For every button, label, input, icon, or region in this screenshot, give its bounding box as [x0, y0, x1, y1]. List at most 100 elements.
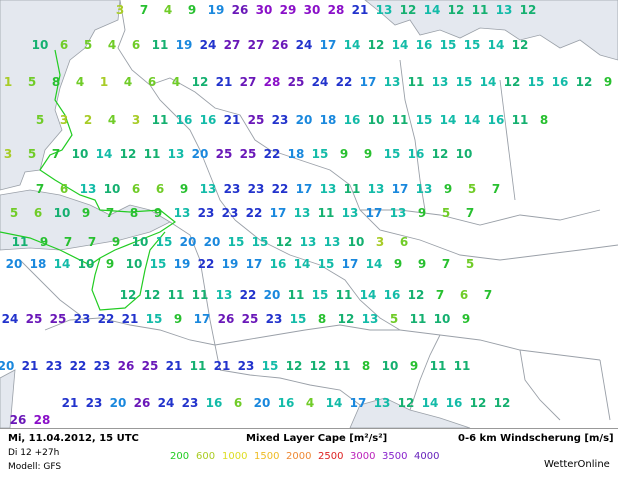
cape-200-contour [39, 49, 177, 311]
shear-value: 27 [240, 75, 257, 89]
shear-value: 3 [60, 113, 68, 127]
shear-value: 13 [390, 206, 407, 220]
shear-value: 16 [200, 113, 217, 127]
shear-value: 15 [150, 257, 167, 271]
shear-value: 9 [340, 147, 348, 161]
shear-value: 23 [222, 206, 239, 220]
shear-value: 14 [480, 75, 497, 89]
shear-value: 13 [342, 206, 359, 220]
shear-value: 6 [234, 396, 242, 410]
shear-value: 13 [432, 75, 449, 89]
shear-value: 3 [116, 3, 124, 17]
shear-value: 4 [108, 113, 116, 127]
north-sea [0, 0, 121, 191]
shear-value: 25 [142, 359, 159, 373]
legend-item-2500: 2500 [318, 451, 344, 462]
shear-value: 7 [492, 182, 500, 196]
shear-value: 11 [152, 38, 169, 52]
shear-value: 3 [4, 147, 12, 161]
shear-value: 14 [440, 113, 457, 127]
shear-value: 21 [214, 359, 231, 373]
shear-value: 14 [488, 38, 505, 52]
legend-item-600: 600 [196, 451, 216, 462]
shear-value: 7 [484, 288, 492, 302]
shear-value: 12 [398, 396, 415, 410]
shear-value: 12 [144, 288, 161, 302]
shear-value: 13 [216, 288, 233, 302]
shear-value: 16 [384, 288, 401, 302]
shear-value: 16 [408, 147, 425, 161]
cape-200-contour-west [0, 231, 101, 266]
shear-value: 10 [54, 206, 71, 220]
shear-value: 12 [276, 235, 293, 249]
shear-value: 12 [120, 147, 137, 161]
shear-value: 14 [422, 396, 439, 410]
shear-value: 24 [312, 75, 329, 89]
shear-value: 22 [246, 206, 263, 220]
brand-logo: WetterOnline [544, 459, 610, 470]
date-time-label: Mi, 11.04.2012, 15 UTC [8, 433, 139, 444]
shear-value: 15 [156, 235, 173, 249]
shear-value: 4 [306, 396, 314, 410]
shear-value: 10 [382, 359, 399, 373]
shear-value: 26 [134, 396, 151, 410]
shear-value: 3 [376, 235, 384, 249]
shear-value: 10 [368, 113, 385, 127]
shear-value: 11 [430, 359, 447, 373]
shear-value: 21 [352, 3, 369, 17]
shear-value: 11 [392, 113, 409, 127]
shear-value: 7 [140, 3, 148, 17]
shear-value: 2 [84, 113, 92, 127]
shear-value: 5 [84, 38, 92, 52]
shear-value: 20 [180, 235, 197, 249]
shear-value: 26 [218, 312, 235, 326]
shear-value: 28 [328, 3, 345, 17]
shear-value: 9 [180, 182, 188, 196]
shear-value: 14 [326, 396, 343, 410]
shear-value: 17 [194, 312, 211, 326]
shear-value: 9 [188, 3, 196, 17]
shear-value: 18 [288, 147, 305, 161]
shear-value: 11 [318, 206, 335, 220]
shear-value: 17 [320, 38, 337, 52]
shear-value: 17 [360, 75, 377, 89]
legend-item-200: 200 [170, 451, 190, 462]
shear-value: 12 [520, 3, 537, 17]
shear-value: 7 [36, 182, 44, 196]
shear-value: 12 [400, 3, 417, 17]
shear-value: 10 [32, 38, 49, 52]
shear-value: 13 [200, 182, 217, 196]
country-borders [19, 0, 618, 421]
shear-value: 23 [238, 359, 255, 373]
shear-value: 12 [286, 359, 303, 373]
shear-value: 6 [460, 288, 468, 302]
shear-value: 23 [198, 206, 215, 220]
shear-value: 23 [86, 396, 103, 410]
shear-value: 25 [50, 312, 67, 326]
shear-value: 11 [152, 113, 169, 127]
shear-value: 30 [256, 3, 273, 17]
shear-value: 5 [442, 206, 450, 220]
shear-value: 13 [320, 182, 337, 196]
shear-value: 11 [288, 288, 305, 302]
shear-value: 6 [60, 182, 68, 196]
shear-value: 11 [408, 75, 425, 89]
shear-value: 21 [62, 396, 79, 410]
shear-value: 12 [120, 288, 137, 302]
shear-value: 11 [512, 113, 529, 127]
shear-value: 9 [410, 359, 418, 373]
shear-value: 10 [456, 147, 473, 161]
shear-value: 5 [390, 312, 398, 326]
shear-value: 14 [392, 38, 409, 52]
shear-value: 5 [468, 182, 476, 196]
shear-value: 14 [96, 147, 113, 161]
shear-value: 12 [338, 312, 355, 326]
shear-value: 10 [132, 235, 149, 249]
shear-value: 14 [360, 288, 377, 302]
adriatic [349, 397, 471, 428]
shear-value: 12 [368, 38, 385, 52]
shear-value: 9 [112, 235, 120, 249]
shear-value: 16 [552, 75, 569, 89]
shear-value: 9 [462, 312, 470, 326]
shear-value: 14 [294, 257, 311, 271]
